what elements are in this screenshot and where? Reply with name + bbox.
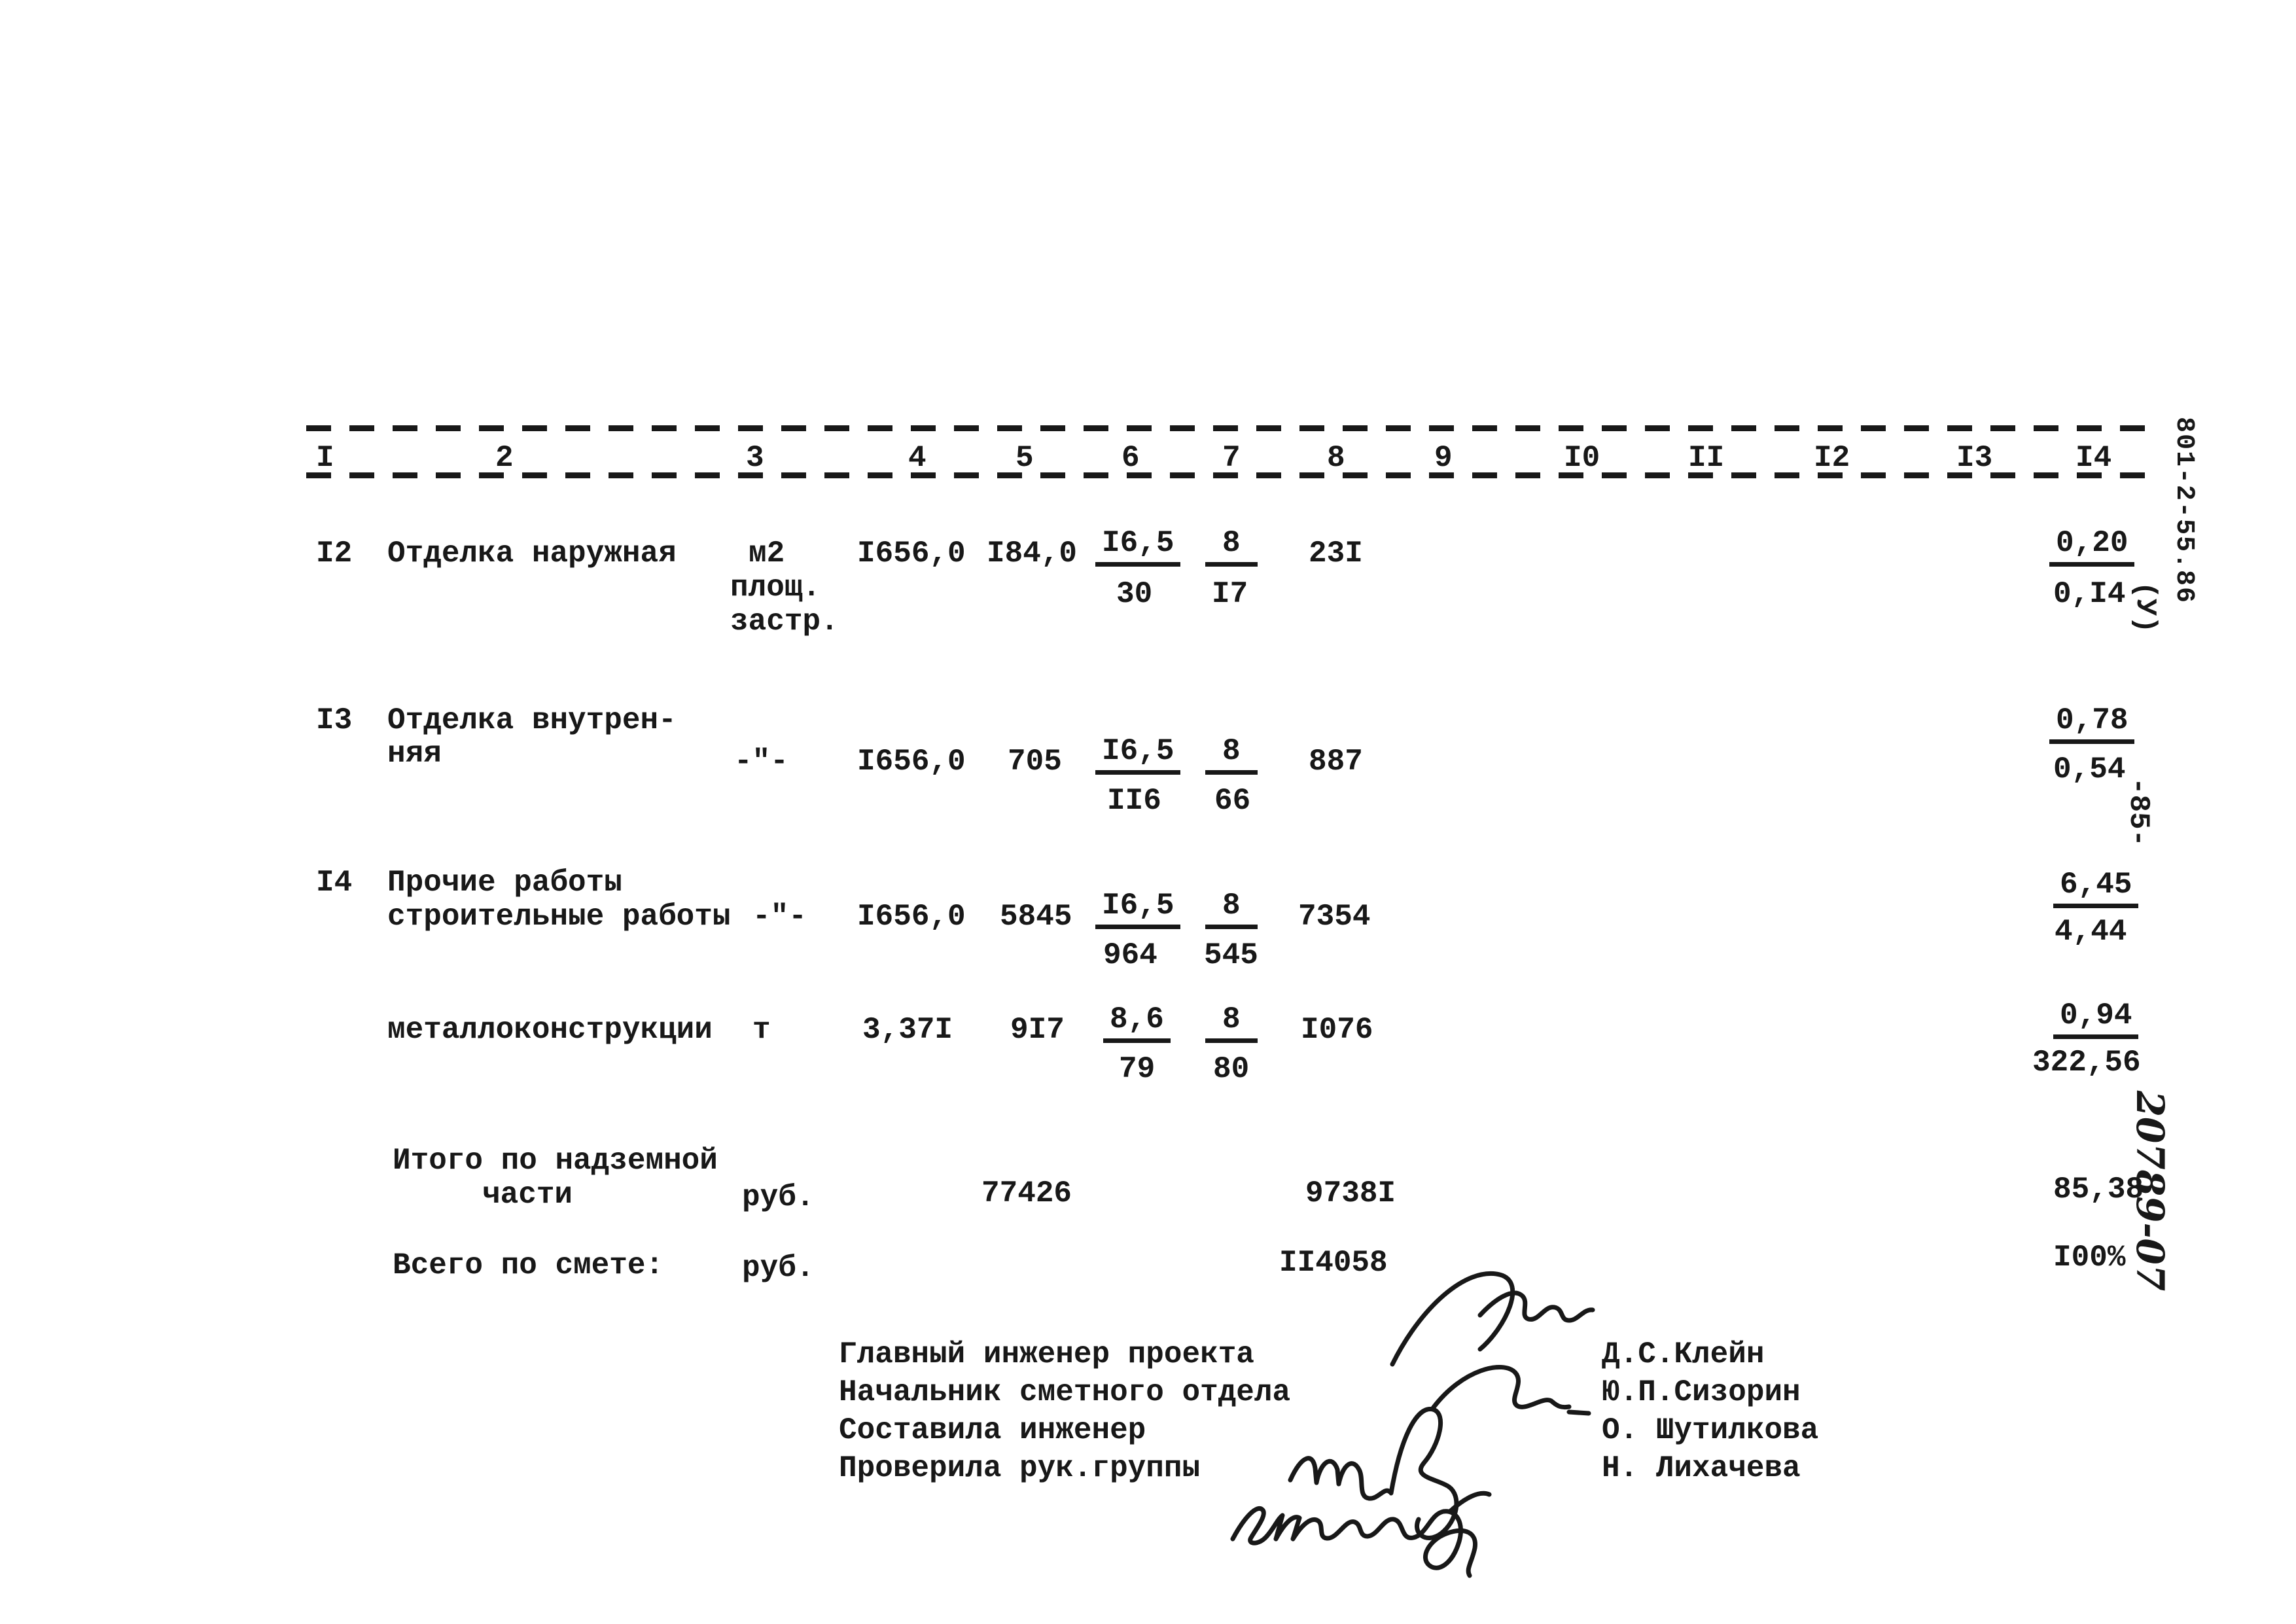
signature-name-klein: Д.С.Клейн bbox=[1602, 1337, 1765, 1371]
row-metal-frac7-numerator: 8 bbox=[1205, 1004, 1258, 1044]
row-12-col5: I84,0 bbox=[987, 537, 1078, 571]
column-header-7: 7 bbox=[1222, 441, 1241, 475]
table-header-top-dashed-line bbox=[306, 425, 2154, 431]
column-header-14: I4 bbox=[2075, 441, 2112, 475]
row-14-description-line1: Прочие работы bbox=[387, 866, 622, 900]
row-12-frac7-numerator: 8 bbox=[1205, 527, 1258, 567]
column-header-9: 9 bbox=[1434, 441, 1453, 475]
row-metal-qty: 3,37I bbox=[862, 1013, 953, 1047]
total-aboveground-col8: 9738I bbox=[1305, 1176, 1396, 1210]
margin-series-mark: (У) bbox=[2128, 581, 2162, 633]
column-header-12: I2 bbox=[1814, 441, 1850, 475]
column-header-8: 8 bbox=[1327, 441, 1345, 475]
row-12-col14-denominator: 0,I4 bbox=[2053, 577, 2126, 611]
row-12-frac7-denominator: I7 bbox=[1212, 577, 1248, 611]
column-header-6: 6 bbox=[1122, 441, 1140, 475]
row-metal-description: металлоконструкции bbox=[387, 1013, 713, 1047]
signature-name-sizorin: Ю.П.Сизорин bbox=[1602, 1375, 1801, 1409]
row-12-unit-line1: м2 bbox=[749, 537, 785, 571]
row-13-number: I3 bbox=[316, 703, 353, 737]
row-14-frac6-numerator: I6,5 bbox=[1095, 890, 1181, 930]
row-14-number: I4 bbox=[316, 866, 353, 900]
grand-total-col14: I00% bbox=[2053, 1241, 2126, 1275]
row-12-qty: I656,0 bbox=[857, 537, 966, 571]
row-metal-frac7-denominator: 80 bbox=[1213, 1052, 1250, 1086]
signature-stroke-sizorin bbox=[1430, 1365, 1591, 1416]
row-13-col5: 705 bbox=[1008, 745, 1062, 779]
row-14-qty: I656,0 bbox=[857, 900, 966, 934]
row-12-col8: 23I bbox=[1309, 537, 1363, 571]
signature-role-chief-engineer: Главный инженер проекта bbox=[839, 1337, 1254, 1371]
total-aboveground-col14: 85,38 bbox=[2053, 1173, 2144, 1207]
row-13-unit: -"- bbox=[734, 745, 788, 779]
signature-name-shutilkova: О. Шутилкова bbox=[1602, 1413, 1819, 1447]
signature-stroke-klein bbox=[1390, 1271, 1595, 1367]
row-14-col14-numerator: 6,45 bbox=[2053, 869, 2139, 909]
row-13-col14-numerator: 0,78 bbox=[2049, 705, 2135, 745]
column-header-5: 5 bbox=[1016, 441, 1034, 475]
row-14-description-line2: строительные работы bbox=[387, 900, 731, 934]
row-metal-col14-numerator: 0,94 bbox=[2053, 1000, 2139, 1040]
total-aboveground-col5: 77426 bbox=[981, 1176, 1072, 1210]
row-13-description-line2: няя bbox=[387, 737, 442, 771]
row-12-unit-line2: площ. bbox=[730, 571, 821, 605]
row-13-frac7-denominator: 66 bbox=[1214, 784, 1251, 818]
row-13-frac7-numerator: 8 bbox=[1205, 735, 1258, 775]
row-metal-col14-denominator: 322,56 bbox=[2032, 1046, 2141, 1080]
total-aboveground-label-line2: части bbox=[482, 1178, 573, 1212]
row-13-col8: 887 bbox=[1309, 745, 1363, 779]
signature-role-checked-by: Проверила рук.группы bbox=[839, 1451, 1201, 1485]
column-header-2: 2 bbox=[495, 441, 514, 475]
row-metal-frac6-denominator: 79 bbox=[1119, 1052, 1156, 1086]
margin-handwritten-number: 20789-07 bbox=[2128, 1090, 2172, 1292]
margin-page-number: -85- bbox=[2122, 777, 2155, 847]
row-14-unit: -"- bbox=[752, 900, 807, 934]
signature-role-estimate-head: Начальник сметного отдела bbox=[839, 1375, 1291, 1409]
column-header-3: 3 bbox=[746, 441, 764, 475]
column-header-13: I3 bbox=[1956, 441, 1993, 475]
row-metal-col8: I076 bbox=[1301, 1013, 1373, 1047]
row-14-col5: 5845 bbox=[1000, 900, 1072, 934]
margin-project-code: 801-2-55.86 bbox=[2169, 417, 2199, 605]
row-14-col14-denominator: 4,44 bbox=[2055, 915, 2127, 949]
column-header-1: I bbox=[316, 441, 334, 475]
row-metal-col5: 9I7 bbox=[1010, 1013, 1065, 1047]
signature-name-likhacheva: Н. Лихачева bbox=[1602, 1451, 1801, 1485]
row-12-col14-numerator: 0,20 bbox=[2049, 527, 2135, 567]
row-12-frac6-numerator: I6,5 bbox=[1095, 527, 1181, 567]
column-header-10: I0 bbox=[1564, 441, 1600, 475]
table-header-bottom-dashed-line bbox=[306, 472, 2154, 478]
row-14-col8: 7354 bbox=[1298, 900, 1371, 934]
column-header-11: II bbox=[1688, 441, 1725, 475]
grand-total-col8: II4058 bbox=[1279, 1246, 1388, 1280]
total-aboveground-label-line1: Итого по надземной bbox=[393, 1144, 718, 1178]
row-13-frac6-numerator: I6,5 bbox=[1095, 735, 1181, 775]
row-13-frac6-denominator: II6 bbox=[1107, 784, 1161, 818]
grand-total-label: Всего по смете: bbox=[393, 1248, 664, 1282]
row-13-col14-denominator: 0,54 bbox=[2053, 752, 2126, 786]
row-12-unit-line3: застр. bbox=[730, 605, 839, 639]
total-aboveground-unit: руб. bbox=[742, 1180, 815, 1214]
row-13-description-line1: Отделка внутрен- bbox=[387, 703, 677, 737]
row-metal-frac6-numerator: 8,6 bbox=[1103, 1004, 1171, 1044]
row-12-description: Отделка наружная bbox=[387, 537, 677, 571]
row-14-frac6-denominator: 964 bbox=[1103, 938, 1157, 972]
row-14-frac7-numerator: 8 bbox=[1205, 890, 1258, 930]
row-metal-unit: т bbox=[752, 1013, 771, 1047]
grand-total-unit: руб. bbox=[742, 1251, 815, 1285]
row-13-qty: I656,0 bbox=[857, 745, 966, 779]
row-12-frac6-denominator: 30 bbox=[1116, 577, 1153, 611]
signature-stroke-likhacheva bbox=[1230, 1491, 1492, 1578]
column-header-4: 4 bbox=[908, 441, 927, 475]
row-12-number: I2 bbox=[316, 537, 353, 571]
row-14-frac7-denominator: 545 bbox=[1204, 938, 1258, 972]
signature-role-compiled-by: Составила инженер bbox=[839, 1413, 1146, 1447]
